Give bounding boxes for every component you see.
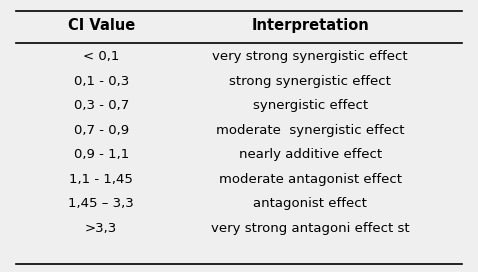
Text: antagonist effect: antagonist effect xyxy=(253,197,367,210)
Text: moderate  synergistic effect: moderate synergistic effect xyxy=(216,123,404,137)
Text: 0,9 - 1,1: 0,9 - 1,1 xyxy=(74,148,129,161)
Text: 1,45 – 3,3: 1,45 – 3,3 xyxy=(68,197,134,210)
Text: >3,3: >3,3 xyxy=(85,222,117,234)
Text: strong synergistic effect: strong synergistic effect xyxy=(229,75,391,88)
Text: 0,1 - 0,3: 0,1 - 0,3 xyxy=(74,75,129,88)
Text: synergistic effect: synergistic effect xyxy=(253,99,368,112)
Text: < 0,1: < 0,1 xyxy=(83,50,120,63)
Text: moderate antagonist effect: moderate antagonist effect xyxy=(219,172,402,186)
Text: very strong antagoni effect st: very strong antagoni effect st xyxy=(211,222,410,234)
Text: CI Value: CI Value xyxy=(67,18,135,33)
Text: nearly additive effect: nearly additive effect xyxy=(239,148,382,161)
Text: very strong synergistic effect: very strong synergistic effect xyxy=(212,50,408,63)
Text: 1,1 - 1,45: 1,1 - 1,45 xyxy=(69,172,133,186)
Text: Interpretation: Interpretation xyxy=(251,18,369,33)
Text: 0,7 - 0,9: 0,7 - 0,9 xyxy=(74,123,129,137)
Text: 0,3 - 0,7: 0,3 - 0,7 xyxy=(74,99,129,112)
